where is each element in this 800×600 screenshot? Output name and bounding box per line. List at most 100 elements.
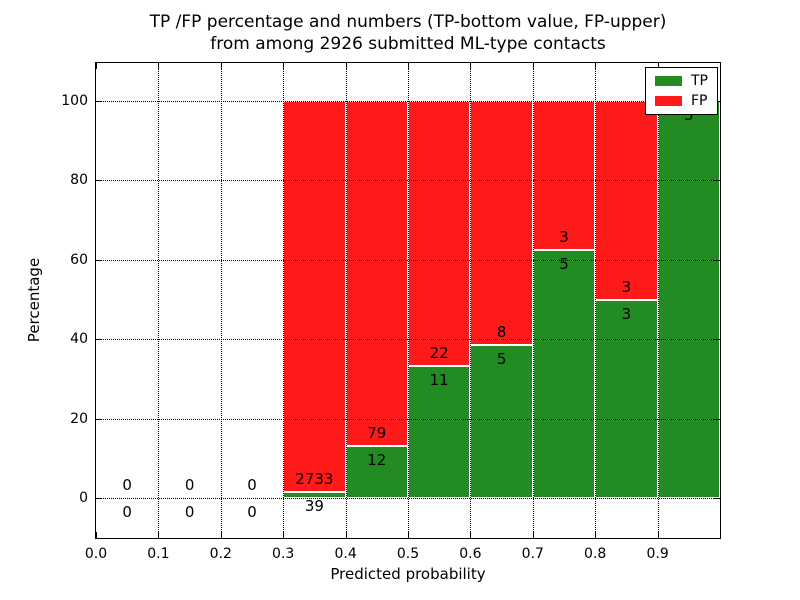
y-tick-left-60 [96,259,102,261]
y-axis-label: Percentage [25,257,43,343]
bar-tp-bin-8 [595,299,658,498]
y-tick-left-0 [96,498,102,499]
chart-title-line2: from among 2926 submitted ML-type contac… [210,34,606,54]
bar-tp-bin-4 [345,445,408,498]
y-tick-label-100: 100 [61,93,88,109]
y-tick-label-20: 20 [70,410,88,427]
gridline-x-0.1 [158,63,160,538]
y-tick-label-60: 60 [70,251,88,268]
plot-area: TP FP 0 0 0 0 0 0 2733 39 79 12 22 11 8 5 3 5 3 3 3 [95,62,721,539]
x-tick-top-0.1 [158,63,160,69]
tp-count-label-bin-7: 5 [559,254,569,273]
tp-count-label-bin-8: 3 [621,304,632,323]
x-tick-label-0.6: 0.6 [459,546,482,562]
y-tick-right-40 [714,339,720,341]
tp-count-label-bin-3: 39 [304,497,324,516]
y-tick-right-80 [714,180,720,182]
gridline-x-0.7 [532,63,534,538]
y-tick-right-20 [714,418,720,420]
y-tick-label-80: 80 [70,172,88,189]
x-tick-bottom-0.3 [283,532,285,538]
x-tick-label-0.5: 0.5 [396,546,420,562]
bar-tp-bin-9 [657,101,720,498]
x-tick-label-0.2: 0.2 [209,546,232,562]
fp-count-label-bin-1: 0 [184,476,195,494]
legend-item-tp: TP [655,74,708,88]
x-tick-top-0.4 [345,63,347,69]
y-tick-label-40: 40 [70,331,88,348]
x-tick-bottom-0.8 [595,532,597,538]
x-tick-bottom-0.0 [96,532,97,538]
fp-count-label-bin-2: 0 [247,476,257,494]
y-tick-right-0 [714,498,720,499]
bar-fp-bin-5 [408,101,471,366]
x-tick-label-0.3: 0.3 [272,546,295,562]
bar-tp-bin-7 [532,249,596,498]
legend-label-tp: TP [691,73,708,89]
bar-fp-bin-4 [345,101,408,446]
tp-count-label-bin-9: 3 [684,106,694,124]
x-tick-top-0.8 [595,63,597,69]
fp-count-label-bin-3: 2733 [295,470,334,489]
legend-swatch-fp [655,96,682,106]
x-tick-top-0.9 [657,63,659,69]
y-tick-left-100 [96,101,102,102]
x-tick-top-0.6 [470,63,472,69]
gridline-x-0.6 [470,63,472,538]
y-tick-label-0: 0 [79,490,88,506]
tp-count-label-bin-4: 12 [367,450,387,469]
y-tick-left-20 [96,418,102,420]
gridline-x-0.4 [345,63,347,538]
fp-count-label-bin-8: 3 [621,277,632,296]
chart-title-line1: TP /FP percentage and numbers (TP-bottom… [149,12,667,32]
y-tick-left-40 [96,339,102,341]
legend: TP FP [645,67,718,115]
x-tick-bottom-0.9 [657,532,659,538]
y-tick-left-80 [96,180,102,182]
legend-item-fp: FP [655,94,708,108]
legend-label-fp: FP [691,93,708,109]
y-tick-right-60 [714,259,720,261]
x-tick-bottom-0.5 [408,532,409,538]
tp-count-label-bin-5: 11 [429,370,449,389]
fp-count-label-bin-5: 22 [429,343,449,362]
gridline-x-0.5 [408,63,409,538]
x-tick-top-0.3 [283,63,285,69]
bar-tp-bin-6 [470,345,533,498]
x-tick-label-0.9: 0.9 [646,546,669,562]
fp-count-label-bin-6: 8 [496,323,507,342]
gridline-x-0.2 [220,63,222,538]
x-tick-bottom-0.4 [345,532,347,538]
bar-fp-bin-8 [595,101,658,300]
x-tick-top-0.5 [408,63,409,69]
x-tick-label-0.8: 0.8 [584,546,607,562]
x-tick-bottom-0.7 [532,532,534,538]
x-tick-bottom-0.6 [470,532,472,538]
tp-count-label-bin-1: 0 [184,503,195,521]
chart-title: TP /FP percentage and numbers (TP-bottom… [96,11,720,55]
x-tick-label-0.1: 0.1 [147,546,170,562]
x-tick-top-0.7 [532,63,534,69]
x-axis-label: Predicted probability [330,565,486,583]
x-tick-label-0.4: 0.4 [334,546,357,562]
tp-count-label-bin-0: 0 [122,503,132,521]
x-tick-label-0.7: 0.7 [521,546,544,562]
x-tick-bottom-0.2 [220,532,222,538]
x-tick-label-0.0: 0.0 [84,546,108,562]
fp-count-label-bin-4: 79 [367,423,387,442]
x-tick-top-0.0 [96,63,97,69]
x-tick-top-0.2 [220,63,222,69]
fp-count-label-bin-7: 3 [559,227,569,246]
gridline-x-0.9 [657,63,659,538]
bar-fp-bin-6 [470,101,533,346]
fp-count-label-bin-0: 0 [122,476,132,494]
bar-fp-bin-7 [532,101,596,250]
x-tick-bottom-0.1 [158,532,160,538]
gridline-x-0.8 [595,63,597,538]
tp-count-label-bin-6: 5 [496,350,507,369]
tp-count-label-bin-2: 0 [247,503,257,521]
bar-fp-bin-3 [283,101,346,493]
legend-swatch-tp [655,76,682,86]
gridline-x-0.3 [283,63,285,538]
